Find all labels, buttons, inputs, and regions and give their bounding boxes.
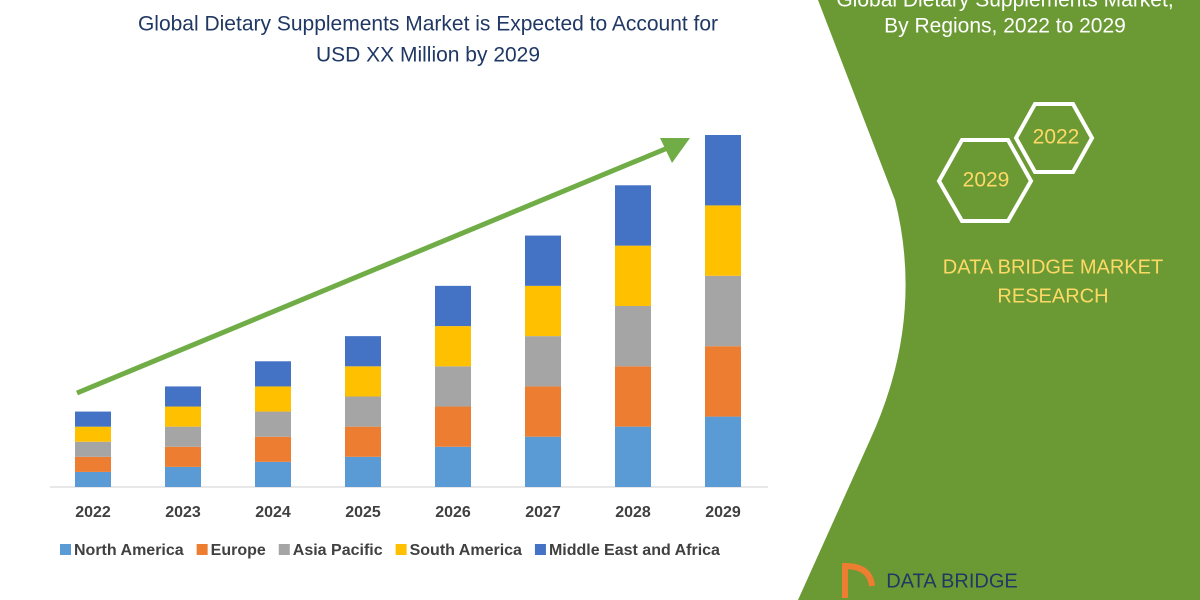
bar-segment	[615, 305, 651, 367]
bar-segment	[345, 456, 381, 487]
bar-segment	[75, 411, 111, 427]
x-tick-label: 2023	[165, 504, 201, 521]
brand-text: DATA BRIDGE MARKET	[943, 256, 1163, 278]
legend-swatch	[196, 544, 208, 555]
bar-segment	[705, 275, 741, 347]
bar-segment	[345, 366, 381, 397]
legend-label: South America	[410, 542, 522, 559]
trend-arrow	[76, 144, 671, 396]
chart-title: USD XX Million by 2029	[316, 44, 540, 67]
hexagon	[936, 138, 1034, 223]
x-tick-label: 2027	[525, 504, 561, 521]
side-panel-bg	[798, 0, 1200, 600]
bar-segment	[75, 471, 111, 487]
x-tick-label: 2026	[435, 504, 471, 521]
bar-segment	[435, 366, 471, 407]
bar-segment	[75, 456, 111, 472]
bar-segment	[525, 436, 561, 487]
trend-arrow-head	[660, 138, 690, 163]
hexagon-label: 2029	[963, 169, 1010, 192]
bar-segment	[615, 426, 651, 487]
bar-segment	[705, 205, 741, 276]
bar-segment	[165, 386, 201, 407]
bar-segment	[255, 436, 291, 462]
legend-label: Asia Pacific	[293, 542, 383, 559]
bar-segment	[615, 366, 651, 427]
bar-segment	[435, 446, 471, 487]
hexagon	[1013, 102, 1095, 174]
legend-label: Middle East and Africa	[549, 542, 720, 559]
bar-segment	[615, 245, 651, 306]
bar-segment	[705, 416, 741, 487]
bar-segment	[345, 426, 381, 457]
bar-segment	[525, 386, 561, 437]
logo-text: DATA BRIDGE	[886, 570, 1018, 592]
bar-segment	[165, 466, 201, 487]
bar-segment	[435, 285, 471, 327]
bar-segment	[255, 461, 291, 487]
bar-segment	[165, 426, 201, 447]
bar-segment	[165, 446, 201, 467]
bar-segment	[705, 135, 741, 206]
bar-segment	[255, 361, 291, 387]
legend-label: Europe	[211, 542, 266, 559]
x-tick-label: 2029	[705, 504, 741, 521]
bar-segment	[75, 441, 111, 457]
bar-segment	[255, 411, 291, 437]
bar-segment	[435, 326, 471, 367]
bar-segment	[525, 235, 561, 286]
logo-mark	[842, 562, 875, 598]
chart-title: Global Dietary Supplements Market is Exp…	[138, 13, 718, 36]
hexagon-label: 2022	[1033, 126, 1080, 149]
legend-label: North America	[74, 542, 184, 559]
bar-segment	[435, 406, 471, 447]
bar-segment	[345, 336, 381, 367]
bar-segment	[165, 406, 201, 427]
legend-swatch	[60, 544, 71, 555]
bar-segment	[255, 386, 291, 412]
legend-swatch	[395, 544, 407, 555]
bar-segment	[525, 336, 561, 387]
bar-segment	[615, 185, 651, 246]
panel-title: By Regions, 2022 to 2029	[884, 15, 1126, 38]
bar-segment	[705, 346, 741, 417]
x-tick-label: 2025	[345, 504, 381, 521]
brand-text: RESEARCH	[997, 285, 1108, 307]
bar-segment	[75, 426, 111, 442]
bar-segment	[525, 285, 561, 337]
panel-title: Global Dietary Supplements Market,	[836, 0, 1173, 12]
bar-segment	[345, 396, 381, 427]
x-tick-label: 2028	[615, 504, 651, 521]
x-tick-label: 2024	[255, 504, 291, 521]
x-tick-label: 2022	[75, 504, 111, 521]
legend-swatch	[534, 544, 546, 555]
legend-swatch	[278, 544, 290, 555]
